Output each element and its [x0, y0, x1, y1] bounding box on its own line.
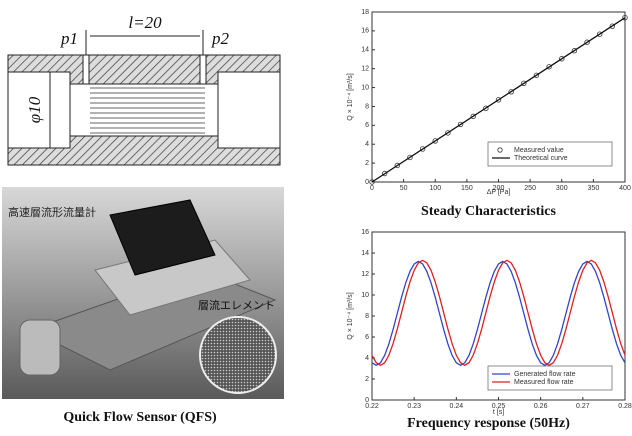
y-axis-label: Q × 10⁻⁴ [m³/s]: [347, 292, 354, 339]
y-tick-label: 12: [361, 66, 369, 73]
photo-caption: Quick Flow Sensor (QFS): [63, 410, 217, 425]
y-tick-label: 12: [361, 271, 369, 278]
legend-label: Measured flow rate: [514, 379, 574, 386]
y-tick-label: 4: [365, 141, 369, 148]
x-tick-label: 50: [400, 185, 408, 192]
x-axis-label: t [s]: [493, 409, 504, 416]
diameter-label: φ10: [25, 96, 44, 123]
x-tick-label: 0.26: [534, 403, 548, 410]
y-axis-label: Q × 10⁻⁴ [m³/s]: [347, 73, 354, 120]
legend-label: Theoretical curve: [514, 155, 568, 162]
chart-title: Steady Characteristics: [421, 204, 556, 219]
figure: p1 l=20 p2 φ10 高速層流形流量計 層流エレメント Quick Fl…: [0, 0, 632, 436]
x-tick-label: 0: [370, 185, 374, 192]
y-tick-label: 18: [361, 9, 369, 16]
y-tick-label: 14: [361, 250, 369, 257]
y-tick-label: 2: [365, 376, 369, 383]
y-tick-label: 14: [361, 47, 369, 54]
y-tick-label: 16: [361, 28, 369, 35]
x-tick-label: 0.28: [618, 403, 632, 410]
legend-label: Generated flow rate: [514, 371, 576, 378]
x-tick-label: 400: [619, 185, 631, 192]
x-tick-label: 100: [429, 185, 441, 192]
x-tick-label: 300: [556, 185, 568, 192]
legend-label: Measured value: [514, 147, 564, 154]
photo-label: 高速層流形流量計: [8, 205, 96, 219]
y-tick-label: 6: [365, 122, 369, 129]
y-tick-label: 0: [365, 179, 369, 186]
x-tick-label: 0.24: [450, 403, 464, 410]
y-tick-label: 16: [361, 229, 369, 236]
sensor-photo: 高速層流形流量計 層流エレメント Quick Flow Sensor (QFS): [2, 187, 284, 425]
y-tick-label: 10: [361, 84, 369, 91]
photo-label: 層流エレメント: [198, 298, 275, 312]
x-tick-label: 0.22: [365, 403, 379, 410]
x-tick-label: 0.27: [576, 403, 590, 410]
x-axis-label: ΔP [Pa]: [487, 189, 511, 196]
x-tick-label: 0.23: [407, 403, 421, 410]
y-tick-label: 4: [365, 355, 369, 362]
y-tick-label: 10: [361, 292, 369, 299]
x-tick-label: 250: [524, 185, 536, 192]
y-tick-label: 8: [365, 103, 369, 110]
x-tick-label: 150: [461, 185, 473, 192]
x-tick-label: 350: [588, 185, 600, 192]
chart-title: Frequency response (50Hz): [407, 416, 570, 431]
pressure-label: p1: [60, 29, 78, 48]
pressure-label: p2: [211, 29, 230, 48]
length-label: l=20: [128, 13, 162, 32]
y-tick-label: 2: [365, 160, 369, 167]
sensor-diagram: p1 l=20 p2 φ10: [8, 13, 280, 165]
y-tick-label: 8: [365, 313, 369, 320]
y-tick-label: 6: [365, 334, 369, 341]
